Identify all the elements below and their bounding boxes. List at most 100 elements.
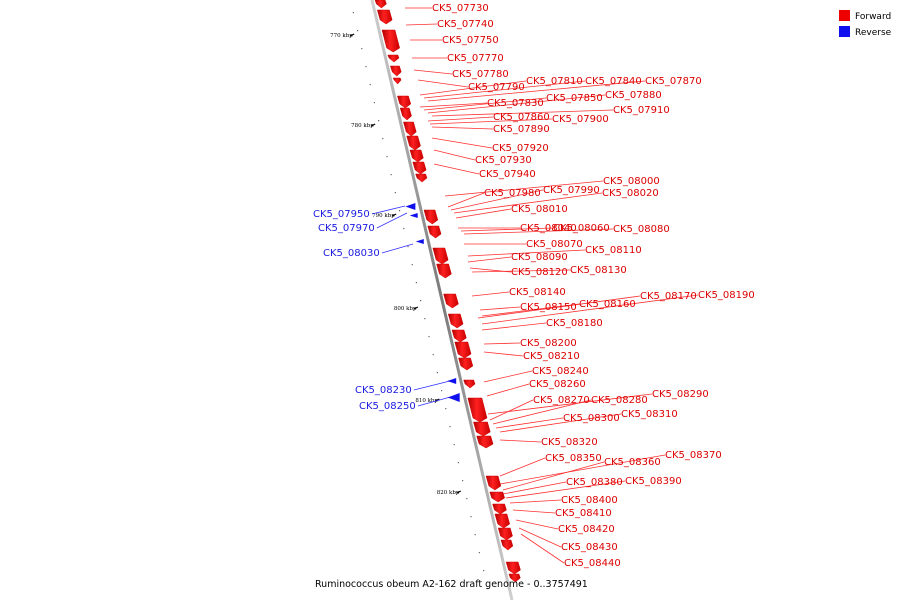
forward-gene-label[interactable]: CK5_08090 bbox=[511, 252, 568, 263]
forward-leader-line bbox=[447, 192, 485, 208]
forward-gene-label[interactable]: CK5_08240 bbox=[532, 366, 589, 377]
forward-gene-label[interactable]: CK5_07880 bbox=[605, 90, 662, 101]
forward-leader-line bbox=[431, 137, 493, 149]
reverse-leader-line bbox=[371, 205, 406, 215]
forward-gene-label[interactable]: CK5_08390 bbox=[625, 476, 682, 487]
forward-gene-label[interactable]: CK5_08440 bbox=[564, 558, 621, 569]
forward-gene-label[interactable]: CK5_07780 bbox=[452, 69, 509, 80]
forward-leader-line bbox=[518, 527, 562, 548]
forward-gene-label[interactable]: CK5_08020 bbox=[602, 188, 659, 199]
reverse-gene-label[interactable]: CK5_07950 bbox=[313, 209, 370, 220]
forward-gene-label[interactable]: CK5_08380 bbox=[566, 477, 623, 488]
forward-gene-label[interactable]: CK5_08360 bbox=[604, 457, 661, 468]
legend-reverse-label: Reverse bbox=[855, 28, 892, 38]
forward-gene-label[interactable]: CK5_08160 bbox=[579, 299, 636, 310]
forward-gene-label[interactable]: CK5_08150 bbox=[520, 302, 577, 313]
forward-gene-label[interactable]: CK5_07740 bbox=[437, 19, 494, 30]
forward-gene-label[interactable]: CK5_08180 bbox=[546, 318, 603, 329]
forward-gene-label[interactable]: CK5_08110 bbox=[585, 245, 642, 256]
forward-leader-line bbox=[471, 269, 571, 273]
forward-gene-label[interactable]: CK5_07940 bbox=[479, 169, 536, 180]
forward-gene-label[interactable]: CK5_08350 bbox=[545, 453, 602, 464]
forward-leader-line bbox=[479, 306, 521, 311]
forward-gene-label[interactable]: CK5_07890 bbox=[493, 124, 550, 135]
reverse-gene-arrow bbox=[405, 203, 416, 210]
forward-leader-line bbox=[419, 102, 488, 108]
forward-gene-label[interactable]: CK5_08120 bbox=[511, 267, 568, 278]
forward-gene-label[interactable]: CK5_08000 bbox=[603, 176, 660, 187]
minor-tick bbox=[365, 66, 367, 68]
forward-gene-label[interactable]: CK5_07870 bbox=[645, 76, 702, 87]
forward-gene-label[interactable]: CK5_08280 bbox=[591, 395, 648, 406]
forward-leader-line bbox=[463, 228, 614, 235]
forward-gene-label[interactable]: CK5_07730 bbox=[432, 3, 489, 14]
forward-gene-label[interactable]: CK5_08320 bbox=[541, 437, 598, 448]
forward-gene-label[interactable]: CK5_08260 bbox=[529, 379, 586, 390]
forward-gene-label[interactable]: CK5_08290 bbox=[652, 389, 709, 400]
forward-gene-label[interactable]: CK5_08040 bbox=[520, 223, 577, 234]
forward-gene-arrow bbox=[500, 539, 514, 551]
forward-gene-label[interactable]: CK5_07750 bbox=[442, 35, 499, 46]
forward-gene-label[interactable]: CK5_07770 bbox=[447, 53, 504, 64]
forward-gene-label[interactable]: CK5_08270 bbox=[533, 395, 590, 406]
minor-tick bbox=[470, 516, 472, 518]
forward-gene-label[interactable]: CK5_07830 bbox=[487, 98, 544, 109]
reverse-gene-arrow bbox=[409, 213, 418, 218]
forward-gene-arrow bbox=[476, 435, 494, 449]
forward-gene-label[interactable]: CK5_08410 bbox=[555, 508, 612, 519]
reverse-gene-label[interactable]: CK5_07970 bbox=[318, 223, 375, 234]
forward-gene-label[interactable]: CK5_08190 bbox=[698, 290, 755, 301]
legend-reverse-swatch bbox=[839, 26, 850, 37]
forward-gene-label[interactable]: CK5_08370 bbox=[665, 450, 722, 461]
forward-gene-label[interactable]: CK5_08210 bbox=[523, 351, 580, 362]
forward-gene-arrow bbox=[387, 54, 400, 63]
forward-leader-line bbox=[429, 118, 553, 125]
forward-gene-arrow bbox=[505, 561, 521, 575]
forward-leader-line bbox=[417, 79, 469, 88]
forward-gene-label[interactable]: CK5_07920 bbox=[492, 143, 549, 154]
forward-gene-label[interactable]: CK5_07980 bbox=[484, 188, 541, 199]
forward-gene-label[interactable]: CK5_07930 bbox=[475, 155, 532, 166]
forward-gene-arrow bbox=[377, 9, 393, 25]
forward-gene-label[interactable]: CK5_07860 bbox=[493, 112, 550, 123]
forward-gene-label[interactable]: CK5_08060 bbox=[553, 223, 610, 234]
forward-gene-label[interactable]: CK5_08130 bbox=[570, 265, 627, 276]
tick-group: 770 kbp 780 kbp 790 kbp 800 kbp 810 kbp 820 k… bbox=[330, 33, 462, 496]
forward-gene-label[interactable]: CK5_07810 bbox=[526, 76, 583, 87]
reverse-gene-label[interactable]: CK5_08030 bbox=[323, 248, 380, 259]
forward-gene-arrow bbox=[399, 107, 412, 121]
forward-gene-label[interactable]: CK5_08430 bbox=[561, 542, 618, 553]
forward-leader-line bbox=[419, 80, 527, 96]
forward-gene-label[interactable]: CK5_08080 bbox=[613, 224, 670, 235]
forward-leader-line bbox=[471, 291, 510, 297]
forward-leader-line bbox=[467, 256, 512, 263]
forward-gene-label[interactable]: CK5_07840 bbox=[585, 76, 642, 87]
forward-gene-label[interactable]: CK5_08170 bbox=[640, 291, 697, 302]
minor-tick bbox=[357, 30, 359, 32]
forward-leader-line bbox=[489, 399, 534, 421]
forward-gene-label[interactable]: CK5_07900 bbox=[552, 114, 609, 125]
forward-gene-arrow bbox=[463, 379, 476, 389]
forward-gene-label[interactable]: CK5_08300 bbox=[563, 413, 620, 424]
forward-gene-label[interactable]: CK5_08200 bbox=[520, 338, 577, 349]
forward-gene-arrow bbox=[451, 329, 467, 343]
reverse-gene-label[interactable]: CK5_08250 bbox=[359, 401, 416, 412]
minor-tick bbox=[474, 534, 476, 536]
forward-gene-label[interactable]: CK5_07790 bbox=[468, 82, 525, 93]
forward-gene-label[interactable]: CK5_08310 bbox=[621, 409, 678, 420]
forward-gene-label[interactable]: CK5_08140 bbox=[509, 287, 566, 298]
forward-gene-label[interactable]: CK5_08400 bbox=[561, 495, 618, 506]
forward-gene-arrow bbox=[443, 293, 459, 309]
forward-gene-label[interactable]: CK5_07850 bbox=[546, 93, 603, 104]
minor-tick bbox=[462, 480, 464, 482]
forward-gene-label[interactable]: CK5_07910 bbox=[613, 105, 670, 116]
forward-leader-line bbox=[495, 417, 564, 429]
forward-gene-label[interactable]: CK5_08420 bbox=[558, 524, 615, 535]
forward-leader-line bbox=[483, 351, 524, 357]
minor-tick bbox=[407, 246, 409, 248]
forward-gene-label[interactable]: CK5_07990 bbox=[543, 185, 600, 196]
forward-gene-label[interactable]: CK5_08070 bbox=[526, 239, 583, 250]
tick-label: 810 kbp bbox=[415, 398, 438, 404]
reverse-gene-label[interactable]: CK5_08230 bbox=[355, 385, 412, 396]
forward-gene-label[interactable]: CK5_08010 bbox=[511, 204, 568, 215]
